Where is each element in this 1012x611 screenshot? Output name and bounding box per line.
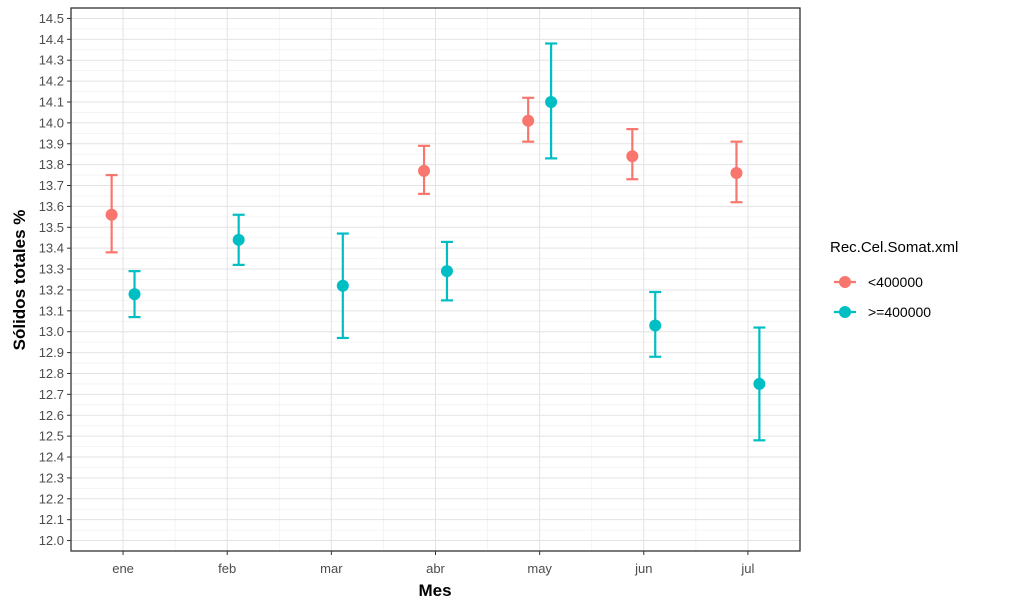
- legend-label: >=400000: [868, 304, 931, 320]
- x-tick-label: abr: [426, 561, 445, 576]
- y-tick-label: 12.0: [39, 533, 64, 548]
- x-axis: ene feb mar abr may jun jul: [112, 551, 755, 576]
- major-gridlines: [71, 8, 800, 551]
- legend-title: Rec.Cel.Somat.xml: [830, 239, 958, 256]
- y-tick-label: 12.5: [39, 429, 64, 444]
- x-tick-label: ene: [112, 561, 134, 576]
- y-axis: 12.0 12.1 12.2 12.3 12.4 12.5 12.6 12.7 12.8 12.9…: [39, 11, 71, 548]
- data-marks: [105, 42, 766, 442]
- data-point: [128, 288, 141, 301]
- y-tick-label: 13.6: [39, 199, 64, 214]
- y-tick-label: 13.2: [39, 282, 64, 297]
- data-point: [105, 208, 118, 221]
- y-tick-label: 13.5: [39, 220, 64, 235]
- y-tick-label: 14.0: [39, 115, 64, 130]
- y-tick-label: 13.8: [39, 157, 64, 172]
- x-tick-label: mar: [320, 561, 343, 576]
- data-point: [730, 166, 743, 179]
- y-tick-label: 14.5: [39, 11, 64, 26]
- y-tick-label: 13.4: [39, 241, 64, 256]
- data-point: [753, 377, 766, 390]
- y-tick-label: 13.7: [39, 178, 64, 193]
- y-tick-label: 13.0: [39, 324, 64, 339]
- y-tick-label: 14.2: [39, 74, 64, 89]
- y-tick-label: 12.3: [39, 470, 64, 485]
- x-axis-title: Mes: [418, 581, 451, 600]
- y-tick-label: 13.9: [39, 136, 64, 151]
- x-tick-label: jun: [634, 561, 652, 576]
- data-point: [649, 319, 662, 332]
- y-tick-label: 14.1: [39, 94, 64, 109]
- y-tick-label: 13.3: [39, 262, 64, 277]
- x-tick-label: jul: [740, 561, 754, 576]
- y-tick-label: 12.2: [39, 491, 64, 506]
- legend-key-point: [839, 306, 851, 318]
- y-tick-label: 14.3: [39, 53, 64, 68]
- data-point: [522, 114, 535, 127]
- y-tick-label: 12.7: [39, 387, 64, 402]
- y-tick-label: 13.1: [39, 303, 64, 318]
- data-point: [336, 279, 349, 292]
- y-axis-title: Sólidos totales %: [10, 210, 29, 351]
- data-point: [440, 265, 453, 278]
- y-tick-label: 14.4: [39, 32, 64, 47]
- y-tick-label: 12.9: [39, 345, 64, 360]
- data-point: [232, 233, 245, 246]
- x-tick-label: feb: [218, 561, 236, 576]
- y-tick-label: 12.6: [39, 408, 64, 423]
- data-point: [626, 150, 639, 163]
- data-point: [418, 164, 431, 177]
- legend: Rec.Cel.Somat.xml <400000 >=400000: [830, 239, 958, 320]
- x-tick-label: may: [527, 561, 552, 576]
- legend-label: <400000: [868, 274, 923, 290]
- legend-key-point: [839, 276, 851, 288]
- y-tick-label: 12.8: [39, 366, 64, 381]
- y-tick-label: 12.1: [39, 512, 64, 527]
- data-point: [545, 95, 558, 108]
- y-tick-label: 12.4: [39, 450, 64, 465]
